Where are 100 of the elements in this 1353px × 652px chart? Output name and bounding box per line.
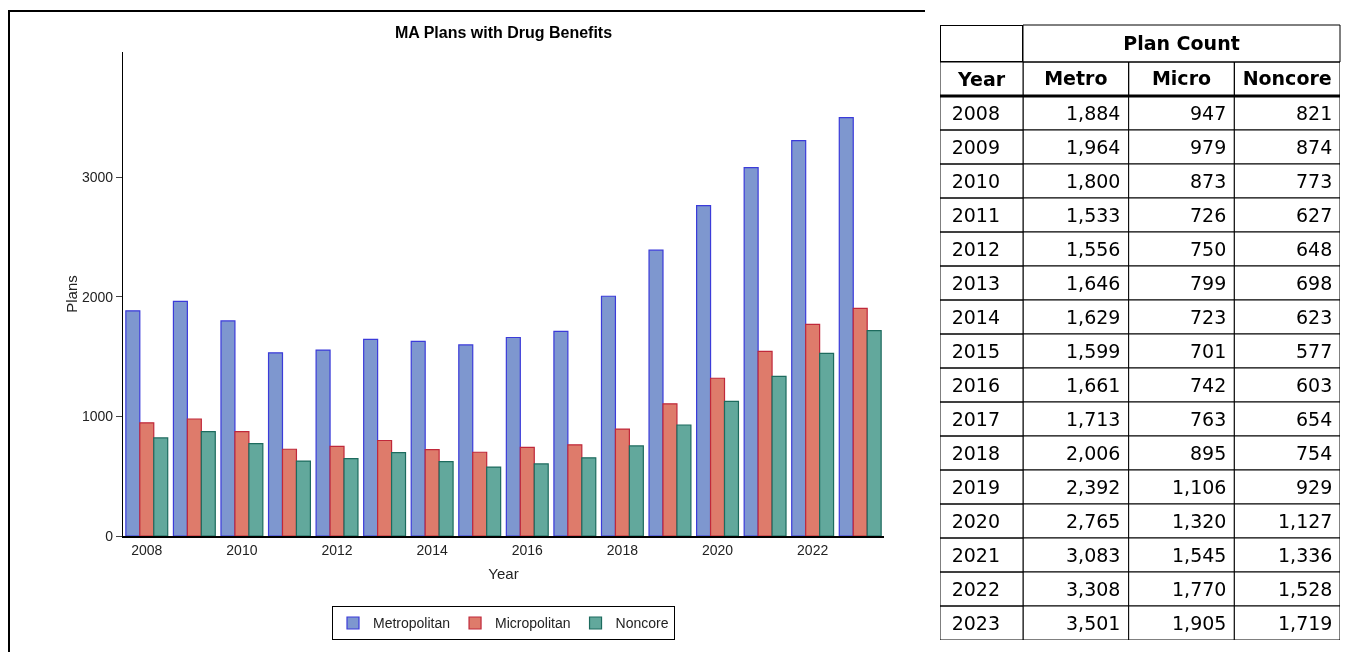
bar xyxy=(390,451,407,536)
data-label: 3,308 xyxy=(1066,578,1121,600)
data-label: 1,320 xyxy=(1172,510,1227,532)
y-tick-label: 2017 xyxy=(951,407,1000,430)
data-label: 723 xyxy=(1190,306,1227,328)
data-label: 1,599 xyxy=(1066,340,1121,362)
x-tick-label: 2012 xyxy=(321,541,353,558)
bar xyxy=(139,422,155,536)
bar xyxy=(709,377,726,536)
y-tick-label: 2015 xyxy=(951,339,1000,362)
y-tick-label: 2023 xyxy=(951,611,1000,634)
x-axis-title: Year xyxy=(488,565,519,583)
bar xyxy=(295,460,311,536)
bar xyxy=(791,140,807,536)
y-tick-label: 0 xyxy=(105,527,114,544)
data-label: 799 xyxy=(1190,272,1227,294)
data-label: 623 xyxy=(1296,306,1333,328)
x-tick-label: 2020 xyxy=(701,541,734,558)
data-label: 763 xyxy=(1190,408,1227,430)
data-label: 3,501 xyxy=(1066,612,1121,634)
y-tick-label: 2016 xyxy=(951,373,1000,396)
bar xyxy=(757,350,773,536)
legend-label: Micropolitan xyxy=(495,615,571,632)
bar xyxy=(343,457,359,536)
data-label: 648 xyxy=(1296,238,1333,260)
data-label: 1,629 xyxy=(1066,306,1121,328)
data-label: 1,964 xyxy=(1066,136,1121,158)
data-label: 701 xyxy=(1190,340,1227,362)
data-label: 1,661 xyxy=(1066,374,1121,396)
bar xyxy=(819,352,835,536)
data-label: 654 xyxy=(1296,408,1333,430)
data-label: 742 xyxy=(1190,374,1227,396)
bar xyxy=(377,439,393,536)
bar xyxy=(200,430,216,536)
data-label: 2,765 xyxy=(1066,510,1121,532)
y-tick-label: 2000 xyxy=(81,288,114,305)
bar xyxy=(125,310,141,536)
data-label: 698 xyxy=(1296,272,1333,294)
data-label: 929 xyxy=(1296,476,1333,498)
bar xyxy=(771,375,787,536)
bar xyxy=(805,323,821,536)
bar xyxy=(519,446,535,536)
bar xyxy=(614,428,630,536)
bar xyxy=(628,445,644,536)
x-tick-label: 2016 xyxy=(511,541,544,558)
y-tick-label: 2012 xyxy=(951,237,1000,260)
data-label: 577 xyxy=(1296,340,1333,362)
data-label: 1,106 xyxy=(1172,476,1227,498)
bar xyxy=(486,466,502,536)
data-label: 1,528 xyxy=(1278,578,1333,600)
bar xyxy=(248,443,264,536)
chart-title: Plan Count xyxy=(1123,32,1240,55)
x-tick-label: 2018 xyxy=(606,541,639,558)
data-label: 1,884 xyxy=(1066,102,1121,124)
chart-title: MA Plans with Drug Benefits xyxy=(394,23,613,41)
y-tick-label: 2020 xyxy=(951,509,1000,532)
bar xyxy=(866,329,882,536)
data-label: 1,545 xyxy=(1172,544,1227,566)
data-label: 627 xyxy=(1296,204,1333,226)
bar xyxy=(743,166,759,536)
data-label: 2,392 xyxy=(1066,476,1121,498)
bar xyxy=(438,460,454,536)
y-tick-label: 2008 xyxy=(951,101,1000,124)
bar xyxy=(472,451,488,536)
bar xyxy=(234,431,250,536)
data-label: 773 xyxy=(1296,170,1333,192)
data-label: 750 xyxy=(1190,238,1227,260)
data-label: 1,336 xyxy=(1278,544,1333,566)
bar xyxy=(533,463,549,536)
bar xyxy=(600,295,617,536)
data-label: 1,770 xyxy=(1172,578,1227,600)
data-label: 1,556 xyxy=(1066,238,1121,260)
y-tick-label: 2022 xyxy=(951,577,1000,600)
x-tick-label: Noncore xyxy=(1242,67,1332,90)
y-tick-label: 2013 xyxy=(951,271,1000,294)
y-tick-label: 2014 xyxy=(951,305,1000,328)
y-tick-label: 2018 xyxy=(951,441,1000,464)
data-label: 1,533 xyxy=(1066,204,1121,226)
bar xyxy=(458,344,474,536)
bar xyxy=(581,457,597,536)
y-tick-label: 3000 xyxy=(81,169,114,186)
bar xyxy=(267,352,284,536)
bar xyxy=(186,418,202,536)
y-axis-title: Year xyxy=(957,68,1006,90)
y-tick-label: 2010 xyxy=(951,169,1000,192)
bar xyxy=(838,117,854,536)
y-tick-label: 1000 xyxy=(81,408,114,425)
bar xyxy=(648,249,664,536)
y-tick-label: 2019 xyxy=(951,475,1000,498)
data-label: 603 xyxy=(1296,374,1333,396)
data-label: 979 xyxy=(1190,136,1227,158)
data-label: 874 xyxy=(1296,136,1333,158)
bar xyxy=(696,204,712,536)
y-axis-title: Plans xyxy=(62,275,80,313)
data-label: 821 xyxy=(1296,102,1333,124)
bar xyxy=(172,300,188,536)
y-tick-label: 2011 xyxy=(951,203,1000,226)
x-tick-label: 2022 xyxy=(797,541,829,558)
y-tick-label: 2021 xyxy=(951,543,1000,566)
x-tick-label: 2010 xyxy=(226,541,258,558)
